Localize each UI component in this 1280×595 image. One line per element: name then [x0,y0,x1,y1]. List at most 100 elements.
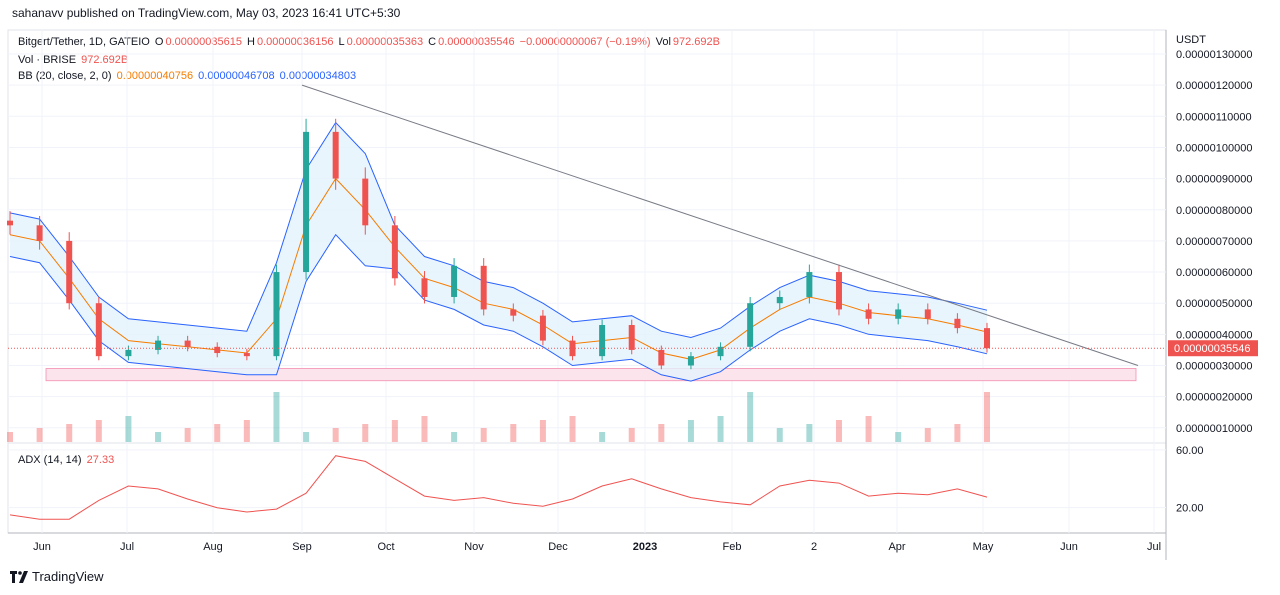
price-tick-label: 0.00000010000 [1176,423,1252,435]
candle-body [835,272,842,310]
volume-bar [569,416,576,442]
tradingview-logo-icon [10,570,28,583]
price-tick-label: 0.00000130000 [1176,49,1252,61]
volume-bar [451,432,458,442]
candle-body [451,265,458,297]
candle-body [391,225,398,279]
time-tick-label: Jul [120,541,134,553]
volume-bar [924,428,931,442]
open-label: O [154,36,164,48]
bb-upper-value: 0.00000046708 [198,70,275,82]
volume-bar [66,424,73,442]
candle-body [954,318,961,329]
candle-body [273,272,280,357]
volume-indicator-label: Vol · BRISE [18,54,77,66]
low-value: 0.00000035363 [346,36,424,48]
volume-legend: Vol · BRISE 972.692B [18,54,130,66]
volume-bar [835,420,842,442]
price-tick-label: 0.00000070000 [1176,236,1252,248]
volume-bar [984,392,990,442]
candle-body [155,340,162,350]
currency-label: USDT [1176,34,1206,46]
volume-bar [184,428,191,442]
high-value: 0.00000036156 [256,36,334,48]
candle-body [510,309,517,316]
adx-tick-label: 60.00 [1176,445,1204,457]
volume-bar [628,428,635,442]
price-tick-label: 0.00000060000 [1176,267,1252,279]
volume-bar [332,428,339,442]
current-price-label: 0.00000035546 [1174,343,1250,355]
candle-body [895,309,902,319]
volume-bar [687,420,694,442]
candle-body [539,315,546,341]
price-tick-label: 0.00000110000 [1176,111,1252,123]
candle-body [747,303,754,347]
candle-body [7,220,13,226]
volume-bar [776,428,783,442]
adx-pane-frame [7,442,1167,534]
vol-label: Vol [655,36,671,48]
time-tick-label: Aug [203,541,223,553]
candle-body [303,131,310,273]
time-tick-label: Jul [1147,541,1161,553]
adx-line [9,455,988,520]
time-tick-label: 2 [811,541,817,553]
volume-bar [214,424,221,442]
price-tick-label: 0.00000020000 [1176,392,1252,404]
volume-bar [806,424,813,442]
time-tick-label: May [973,541,994,553]
candle-body [125,349,132,357]
candle-body [628,325,635,350]
volume-bar [747,392,754,442]
symbol-legend: Bitgert/Tether, 1D, GATEIO O 0.0000003561… [18,36,722,48]
candle-body [243,353,250,357]
change-value: −0.00000000067 (−0.19%) [519,36,651,48]
volume-bar [155,432,162,442]
time-tick-label: Jun [1060,541,1078,553]
close-label: C [428,36,437,48]
high-label: H [247,36,255,48]
volume-bar [7,432,13,442]
vol-value: 972.692B [672,36,720,48]
grid [7,29,1167,560]
volume-bar [95,420,102,442]
adx-label: ADX (14, 14) [18,454,82,466]
candle-body [184,340,191,347]
volume-bar [658,424,665,442]
candle-body [865,309,872,319]
candle-body [658,349,665,366]
tradingview-footer[interactable]: TradingView [10,569,104,584]
price-tick-label: 0.00000120000 [1176,80,1252,92]
candle-body [421,278,428,297]
volume-bar [421,416,428,442]
candle-body [806,272,813,297]
volume-bar [510,424,517,442]
volume-bar [865,416,872,442]
candle-body [332,131,339,179]
candle-body [924,309,931,319]
candle-body [362,178,369,226]
candles [7,118,990,370]
time-tick-label: Oct [377,541,394,553]
bb-basis-value: 0.00000040756 [116,70,194,82]
volume-bar [273,392,280,442]
candle-body [717,346,724,357]
candle-body [66,240,73,304]
price-tick-label: 0.00000030000 [1176,361,1252,373]
bb-label: BB (20, close, 2, 0) [18,70,112,82]
bb-upper-line [9,121,988,339]
time-tick-label: Jun [33,541,51,553]
adx-tick-label: 20.00 [1176,503,1204,515]
trendline[interactable] [301,84,1139,366]
open-value: 0.00000035615 [165,36,242,48]
price-tick-label: 0.00000080000 [1176,205,1252,217]
low-label: L [338,36,345,48]
volume-bar [243,420,250,442]
time-tick-label: 2023 [633,541,657,553]
price-tick-label: 0.00000100000 [1176,142,1252,154]
volume-bar [717,416,724,442]
published-header: sahanavv published on TradingView.com, M… [12,6,401,20]
candle-body [984,328,990,349]
